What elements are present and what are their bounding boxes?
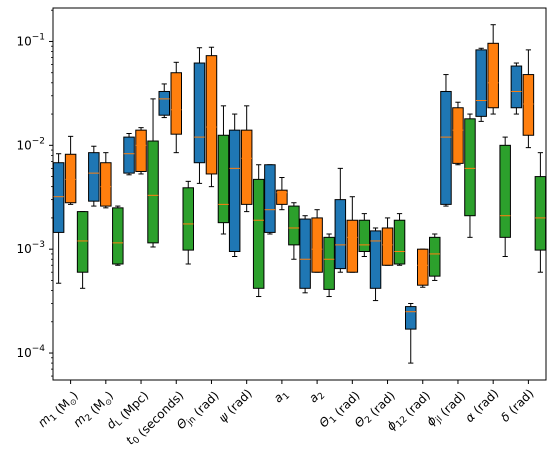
box-body [147,140,159,244]
y-tick-label-3: 10−2 [16,136,45,152]
box-body [358,219,371,252]
box-series-2-14 [522,49,535,149]
box-series-1-4 [158,83,170,119]
box-series-2-11 [417,248,429,288]
box-body [440,90,452,205]
box-series-3-3 [147,98,159,248]
box-body [405,306,417,330]
box-body [499,144,511,238]
box-body [311,217,323,273]
box-series-1-2 [88,145,100,207]
box-series-3-4 [182,180,194,265]
box-series-1-13 [475,47,487,122]
box-series-1-3 [123,132,135,176]
box-body [88,152,100,202]
box-body [170,72,182,135]
y-tick-label-2: 10−3 [16,240,45,256]
box-series-2-1 [64,135,77,205]
box-body [288,205,300,246]
box-series-3-13 [499,136,511,258]
box-body [510,65,523,109]
box-series-1-12 [440,74,452,207]
box-body [100,162,112,207]
box-body [522,74,535,136]
box-series-2-7 [276,176,288,211]
box-series-3-5 [217,105,230,235]
axes-frame [52,7,547,381]
box-body [369,230,382,289]
box-series-2-6 [240,105,253,213]
box-series-1-6 [228,113,241,258]
box-body [299,218,311,289]
y-tick-label-1: 10−4 [16,344,45,360]
box-body [52,162,65,233]
box-series-3-9 [358,213,371,258]
box-body [135,129,147,172]
box-body [123,136,135,174]
box-series-2-3 [135,127,147,175]
box-body [393,219,406,265]
box-series-3-6 [252,164,265,298]
box-series-1-10 [369,227,382,302]
box-series-3-11 [429,233,441,281]
box-body [334,199,347,270]
y-tick-label-4: 10−1 [16,32,45,48]
box-body [276,189,288,205]
box-series-3-2 [112,205,124,266]
box-series-1-9 [334,167,347,273]
box-series-1-8 [299,215,311,294]
box-series-3-14 [534,152,547,273]
box-body [158,90,170,116]
box-body [534,176,547,251]
box-series-3-8 [323,233,335,298]
box-body [381,227,394,266]
box-series-2-2 [100,152,112,209]
box-body [323,236,335,290]
box-series-1-14 [510,62,523,115]
box-body [64,153,77,204]
box-series-2-13 [487,24,499,115]
box-body [193,62,206,164]
box-series-2-9 [346,196,359,273]
box-body [464,118,476,217]
box-body [264,164,276,233]
box-body [487,42,499,109]
box-body [346,219,359,273]
box-body [240,129,253,205]
box-body [228,129,241,252]
box-body [76,211,89,273]
box-series-1-7 [264,164,276,235]
box-body [475,49,487,117]
box-body [182,187,194,251]
box-series-3-1 [76,211,89,289]
box-body [452,107,464,164]
box-series-2-8 [311,209,323,273]
box-series-3-7 [288,202,300,260]
box-body [429,236,441,277]
box-series-1-5 [193,47,206,184]
box-series-1-1 [52,153,65,284]
box-series-2-10 [381,217,394,266]
box-body [252,178,265,289]
box-series-2-5 [205,46,218,188]
box-series-3-10 [393,213,406,266]
box-series-3-12 [464,113,476,238]
box-body [417,248,429,286]
box-series-2-4 [170,61,182,154]
box-body [217,134,230,224]
box-series-1-11 [405,302,417,364]
box-body [205,55,218,175]
box-body [112,207,124,265]
box-series-2-12 [452,101,464,166]
